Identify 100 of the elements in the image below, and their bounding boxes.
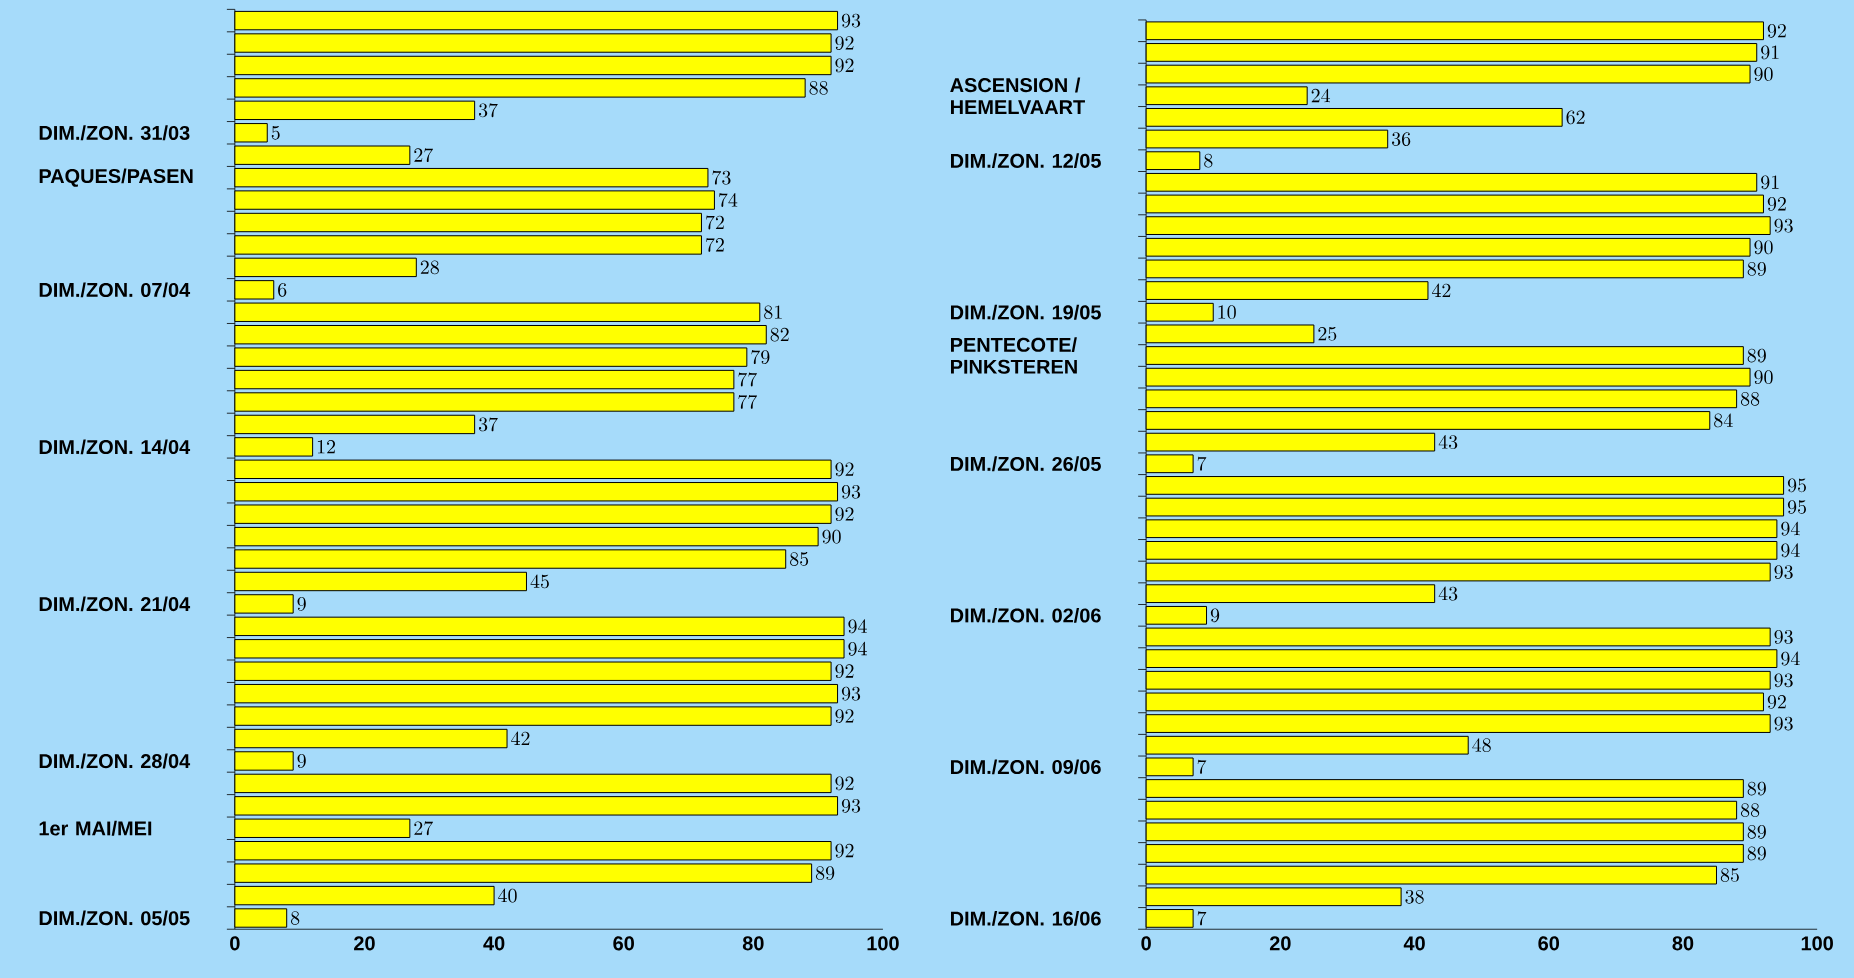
data-label: 9 xyxy=(297,597,306,611)
data-label: 7 xyxy=(1197,456,1207,471)
data-label: 93 xyxy=(1774,218,1793,233)
data-label: 93 xyxy=(1774,565,1793,579)
data-label: 10 xyxy=(1218,305,1236,320)
data-label: 91 xyxy=(1761,175,1779,190)
data-label: 94 xyxy=(1781,651,1800,666)
y-tick-label: 1er MAI/MEI xyxy=(39,820,152,836)
data-label: 88 xyxy=(809,81,828,95)
y-tick-label: DIM./ZON. 19/05 xyxy=(951,304,1101,320)
data-label: 94 xyxy=(1781,521,1800,536)
y-tick-label: DIM./ZON. 05/05 xyxy=(39,910,190,926)
data-label: 8 xyxy=(291,911,300,925)
data-label: 92 xyxy=(1767,695,1786,709)
data-label: 43 xyxy=(1438,435,1458,449)
data-label: 92 xyxy=(835,664,854,679)
data-label: 72 xyxy=(706,215,724,230)
data-label: 94 xyxy=(848,619,867,634)
data-label: 82 xyxy=(770,327,789,342)
data-label: 79 xyxy=(751,350,770,364)
data-label: 45 xyxy=(530,574,549,589)
data-label: 27 xyxy=(414,148,433,163)
data-label: 88 xyxy=(1740,803,1760,817)
x-tick-label: 60 xyxy=(613,936,634,951)
data-label: 89 xyxy=(1747,348,1766,363)
data-label: 27 xyxy=(414,821,433,836)
data-label: 92 xyxy=(1767,23,1786,38)
data-label: 90 xyxy=(1754,240,1773,255)
data-label: 9 xyxy=(1210,608,1220,623)
x-tick-label: 0 xyxy=(1141,936,1151,951)
data-label: 25 xyxy=(1318,326,1337,341)
data-label: 74 xyxy=(719,192,738,207)
data-label: 94 xyxy=(1781,543,1800,558)
data-label: 43 xyxy=(1438,586,1458,601)
data-label: 5 xyxy=(271,125,280,140)
data-label: 93 xyxy=(841,798,861,813)
data-label: 73 xyxy=(712,170,731,185)
x-tick-label: 100 xyxy=(1801,936,1833,951)
data-label: 93 xyxy=(841,484,861,499)
data-label: 81 xyxy=(764,305,782,320)
data-label: 92 xyxy=(835,58,854,73)
data-label: 42 xyxy=(1432,283,1451,297)
x-tick-label: 20 xyxy=(1269,936,1291,951)
data-label: 90 xyxy=(822,529,841,544)
data-label: 42 xyxy=(511,731,530,745)
data-label: 84 xyxy=(1714,413,1733,428)
y-tick-label: DIM./ZON. 02/06 xyxy=(951,607,1101,623)
y-tick-label: DIM./ZON. 09/06 xyxy=(951,759,1101,775)
y-tick-label: DIM./ZON. 16/06 xyxy=(951,910,1101,926)
x-tick-label: 60 xyxy=(1538,936,1560,951)
x-tick-label: 80 xyxy=(1672,936,1694,951)
data-label: 90 xyxy=(1754,67,1773,81)
data-label: 89 xyxy=(1747,781,1766,796)
data-label: 40 xyxy=(498,888,517,903)
data-label: 93 xyxy=(841,13,861,28)
y-tick-label: DIM./ZON. 14/04 xyxy=(39,439,191,455)
data-label: 36 xyxy=(1392,132,1411,146)
data-label: 8 xyxy=(1204,153,1213,168)
data-label: 9 xyxy=(297,754,306,768)
data-label: 85 xyxy=(1720,868,1739,882)
y-tick-label: PAQUES/PASEN xyxy=(39,168,193,187)
data-label: 94 xyxy=(848,641,867,656)
data-label: 37 xyxy=(478,103,498,118)
data-label: 24 xyxy=(1311,88,1331,103)
data-label: 92 xyxy=(835,507,854,522)
data-label: 89 xyxy=(815,866,835,880)
data-label: 92 xyxy=(1767,197,1786,211)
x-tick-label: 100 xyxy=(867,936,899,951)
data-label: 62 xyxy=(1566,110,1585,125)
data-label: 92 xyxy=(835,776,854,791)
y-tick-label: DIM./ZON. 26/05 xyxy=(951,456,1101,472)
data-label: 77 xyxy=(738,394,757,409)
data-label: 28 xyxy=(420,260,439,275)
data-label: 95 xyxy=(1787,500,1806,514)
data-label: 12 xyxy=(317,439,336,454)
data-label: 38 xyxy=(1405,889,1424,904)
x-tick-label: 40 xyxy=(483,936,505,951)
data-label: 93 xyxy=(1774,716,1793,731)
data-label: 95 xyxy=(1787,478,1806,493)
y-tick-label: DIM./ZON. 12/05 xyxy=(951,153,1101,169)
data-label: 88 xyxy=(1740,391,1760,406)
data-label: 7 xyxy=(1197,911,1207,926)
data-label: 7 xyxy=(1197,759,1207,774)
data-label: 92 xyxy=(835,36,854,50)
data-label: 77 xyxy=(738,372,757,387)
data-label: 92 xyxy=(835,462,854,477)
data-label: 37 xyxy=(478,417,498,432)
y-tick-label: DIM./ZON. 07/04 xyxy=(39,282,191,298)
y-tick-label: DIM./ZON. 21/04 xyxy=(39,596,191,612)
data-label: 85 xyxy=(790,552,809,566)
y-tick-label: DIM./ZON. 31/03 xyxy=(39,125,190,141)
y-tick-label: PENTECOTE/ PINKSTEREN xyxy=(951,337,1077,374)
data-label: 91 xyxy=(1761,45,1779,60)
data-label: 90 xyxy=(1754,370,1773,384)
data-label: 89 xyxy=(1747,262,1766,276)
data-label: 93 xyxy=(1774,630,1793,644)
x-tick-label: 20 xyxy=(354,936,375,951)
data-label: 6 xyxy=(278,282,287,297)
y-tick-label: ASCENSION / HEMELVAART xyxy=(950,77,1085,114)
data-label: 92 xyxy=(835,709,854,723)
